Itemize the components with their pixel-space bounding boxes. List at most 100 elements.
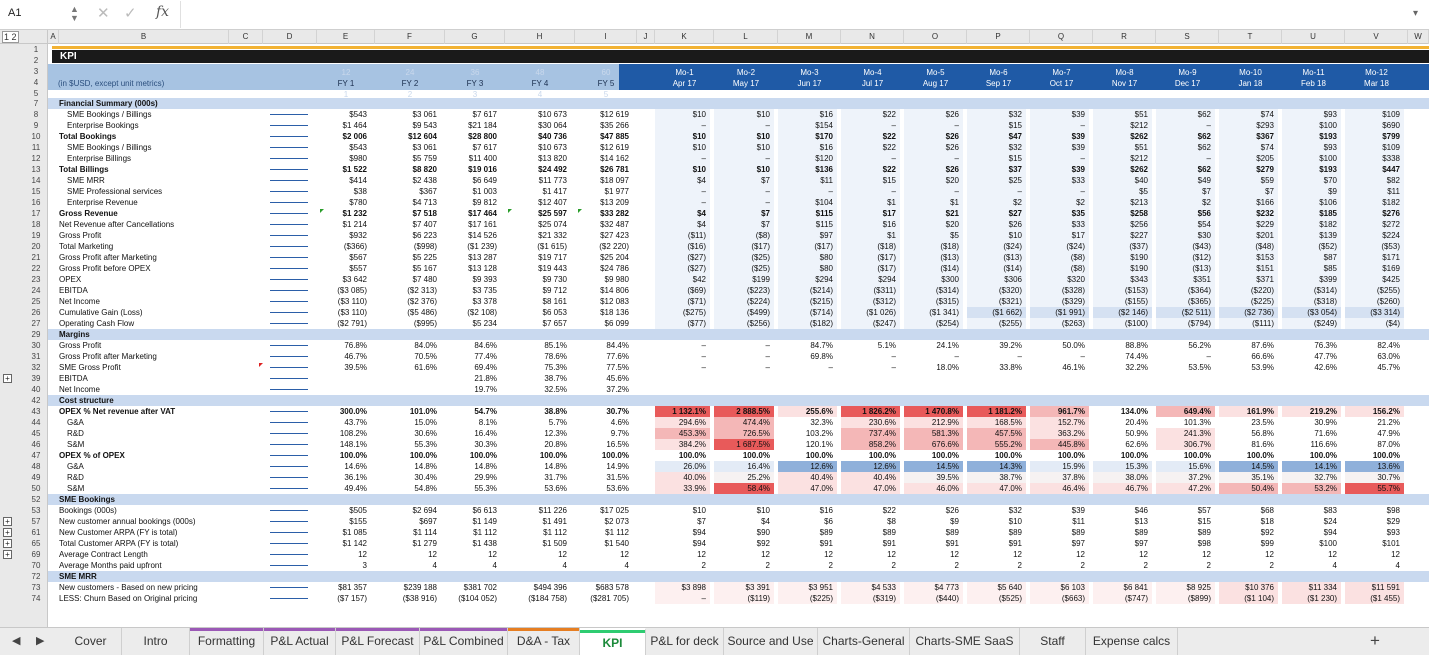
row-number[interactable]: 27: [31, 319, 41, 328]
row-number[interactable]: 26: [31, 308, 41, 317]
column-header-q[interactable]: Q: [1030, 30, 1093, 44]
row-number[interactable]: 7: [33, 99, 39, 108]
expand-group-button[interactable]: +: [3, 528, 12, 537]
row-number[interactable]: 10: [31, 132, 41, 141]
row-number[interactable]: 18: [31, 220, 41, 229]
column-header-w[interactable]: W: [1408, 30, 1429, 44]
row-number[interactable]: 50: [31, 484, 41, 493]
row-number[interactable]: 17: [31, 209, 41, 218]
column-header-f[interactable]: F: [375, 30, 445, 44]
row-number[interactable]: 19: [31, 231, 41, 240]
outline-levels[interactable]: 1 2: [2, 31, 19, 43]
row-number[interactable]: 4: [33, 78, 39, 87]
column-header-d[interactable]: D: [263, 30, 317, 44]
row-number[interactable]: 39: [31, 374, 41, 383]
column-header-i[interactable]: I: [575, 30, 637, 44]
row-number[interactable]: 73: [31, 583, 41, 592]
row-number[interactable]: 40: [31, 385, 41, 394]
column-header-t[interactable]: T: [1219, 30, 1282, 44]
row-number[interactable]: 24: [31, 286, 41, 295]
column-header-h[interactable]: H: [505, 30, 575, 44]
column-header-k[interactable]: K: [655, 30, 714, 44]
column-header-l[interactable]: L: [714, 30, 778, 44]
row-number[interactable]: 25: [31, 297, 41, 306]
column-header-s[interactable]: S: [1156, 30, 1219, 44]
sheet-tab[interactable]: Charts-SME SaaS: [910, 628, 1020, 655]
add-sheet-button[interactable]: +: [1370, 631, 1380, 650]
column-header-e[interactable]: E: [317, 30, 375, 44]
column-header-c[interactable]: C: [229, 30, 263, 44]
column-header-r[interactable]: R: [1093, 30, 1156, 44]
row-number[interactable]: 21: [31, 253, 41, 262]
row-number[interactable]: 74: [31, 594, 41, 603]
sheet-tab[interactable]: Cover: [60, 628, 122, 655]
sheet-tab[interactable]: Intro: [122, 628, 190, 655]
expand-group-button[interactable]: +: [3, 539, 12, 548]
column-header-b[interactable]: B: [59, 30, 229, 44]
row-number[interactable]: 69: [31, 550, 41, 559]
row-number[interactable]: 3: [33, 67, 39, 76]
row-number[interactable]: 5: [33, 89, 39, 98]
sheet-tab[interactable]: Charts-General: [818, 628, 910, 655]
sheet-tab[interactable]: D&A - Tax: [508, 628, 580, 655]
accept-icon[interactable]: ✓: [124, 5, 137, 22]
sheet-tab[interactable]: KPI: [580, 628, 646, 655]
expand-formula-icon[interactable]: ▾: [1413, 8, 1419, 19]
row-number[interactable]: 11: [31, 143, 41, 152]
row-number[interactable]: 23: [31, 275, 41, 284]
row-number[interactable]: 13: [31, 165, 41, 174]
sheet-tab[interactable]: P&L Forecast: [336, 628, 420, 655]
row-number[interactable]: 61: [31, 528, 41, 537]
row-number[interactable]: 9: [33, 121, 39, 130]
sheet-tab[interactable]: P&L Combined: [420, 628, 508, 655]
formula-input[interactable]: [180, 1, 1410, 28]
column-header-o[interactable]: O: [904, 30, 967, 44]
function-icon[interactable]: fx: [156, 4, 170, 20]
column-header-g[interactable]: G: [445, 30, 505, 44]
sheet-tab[interactable]: Expense calcs: [1086, 628, 1178, 655]
column-header-m[interactable]: M: [778, 30, 841, 44]
row-number[interactable]: 8: [33, 110, 39, 119]
row-number[interactable]: 65: [31, 539, 41, 548]
row-number[interactable]: 57: [31, 517, 41, 526]
row-number[interactable]: 22: [31, 264, 41, 273]
next-sheet-icon[interactable]: ▶: [36, 635, 45, 647]
expand-group-button[interactable]: +: [3, 550, 12, 559]
sheet-tab[interactable]: P&L Actual: [264, 628, 336, 655]
row-number[interactable]: 72: [31, 572, 41, 581]
row-number[interactable]: 47: [31, 451, 41, 460]
sheet-tab[interactable]: Staff: [1020, 628, 1086, 655]
column-header-p[interactable]: P: [967, 30, 1030, 44]
sheet-tab[interactable]: P&L for deck: [646, 628, 724, 655]
row-number[interactable]: 44: [31, 418, 41, 427]
column-header-a[interactable]: A: [48, 30, 59, 44]
row-number[interactable]: 16: [31, 198, 41, 207]
row-number[interactable]: 31: [31, 352, 41, 361]
row-number[interactable]: 2: [33, 56, 39, 65]
row-number[interactable]: 53: [31, 506, 41, 515]
row-number[interactable]: 20: [31, 242, 41, 251]
sheet-tab[interactable]: Formatting: [190, 628, 264, 655]
row-number[interactable]: 52: [31, 495, 41, 504]
column-header-n[interactable]: N: [841, 30, 904, 44]
select-all-corner[interactable]: 1 2: [0, 30, 48, 44]
row-number[interactable]: 43: [31, 407, 41, 416]
row-number[interactable]: 49: [31, 473, 41, 482]
column-header-v[interactable]: V: [1345, 30, 1408, 44]
column-header-u[interactable]: U: [1282, 30, 1345, 44]
row-number[interactable]: 48: [31, 462, 41, 471]
row-number[interactable]: 46: [31, 440, 41, 449]
row-number[interactable]: 12: [31, 154, 41, 163]
row-number[interactable]: 30: [31, 341, 41, 350]
row-number[interactable]: 15: [31, 187, 41, 196]
row-number[interactable]: 29: [31, 330, 41, 339]
row-number[interactable]: 14: [31, 176, 41, 185]
row-number[interactable]: 32: [31, 363, 41, 372]
sheet-tab[interactable]: Source and Use: [724, 628, 818, 655]
row-number[interactable]: 42: [31, 396, 41, 405]
name-box-stepper[interactable]: ▲ ▼: [70, 4, 79, 23]
prev-sheet-icon[interactable]: ◀: [12, 635, 21, 647]
expand-group-button[interactable]: +: [3, 517, 12, 526]
cancel-icon[interactable]: ✕: [97, 5, 110, 22]
expand-group-button[interactable]: +: [3, 374, 12, 383]
